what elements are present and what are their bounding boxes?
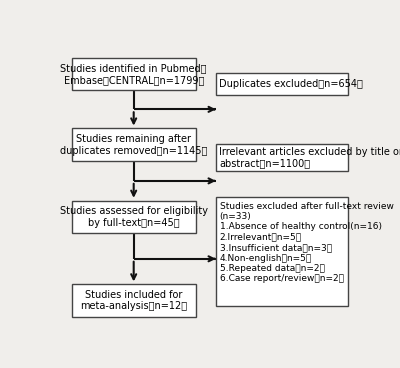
Text: Irrelevant articles excluded by title or
abstract（n=1100）: Irrelevant articles excluded by title or… [219, 147, 400, 169]
Text: Studies remaining after
duplicates removed（n=1145）: Studies remaining after duplicates remov… [60, 134, 207, 156]
Text: Studies assessed for eligibility
by full-text（n=45）: Studies assessed for eligibility by full… [60, 206, 208, 228]
Text: Duplicates excluded（n=654）: Duplicates excluded（n=654） [219, 79, 363, 89]
FancyBboxPatch shape [72, 58, 196, 90]
FancyBboxPatch shape [216, 197, 348, 306]
FancyBboxPatch shape [72, 201, 196, 233]
FancyBboxPatch shape [216, 144, 348, 171]
FancyBboxPatch shape [72, 128, 196, 161]
Text: Studies included for
meta-analysis（n=12）: Studies included for meta-analysis（n=12） [80, 290, 187, 311]
Text: Studies excluded after full-text review
(n=33)
1.Absence of healthy control(n=16: Studies excluded after full-text review … [220, 202, 394, 283]
FancyBboxPatch shape [72, 284, 196, 317]
Text: Studies identified in Pubmed、
Embase、CENTRAL（n=1799）: Studies identified in Pubmed、 Embase、CEN… [60, 63, 207, 85]
FancyBboxPatch shape [216, 73, 348, 95]
